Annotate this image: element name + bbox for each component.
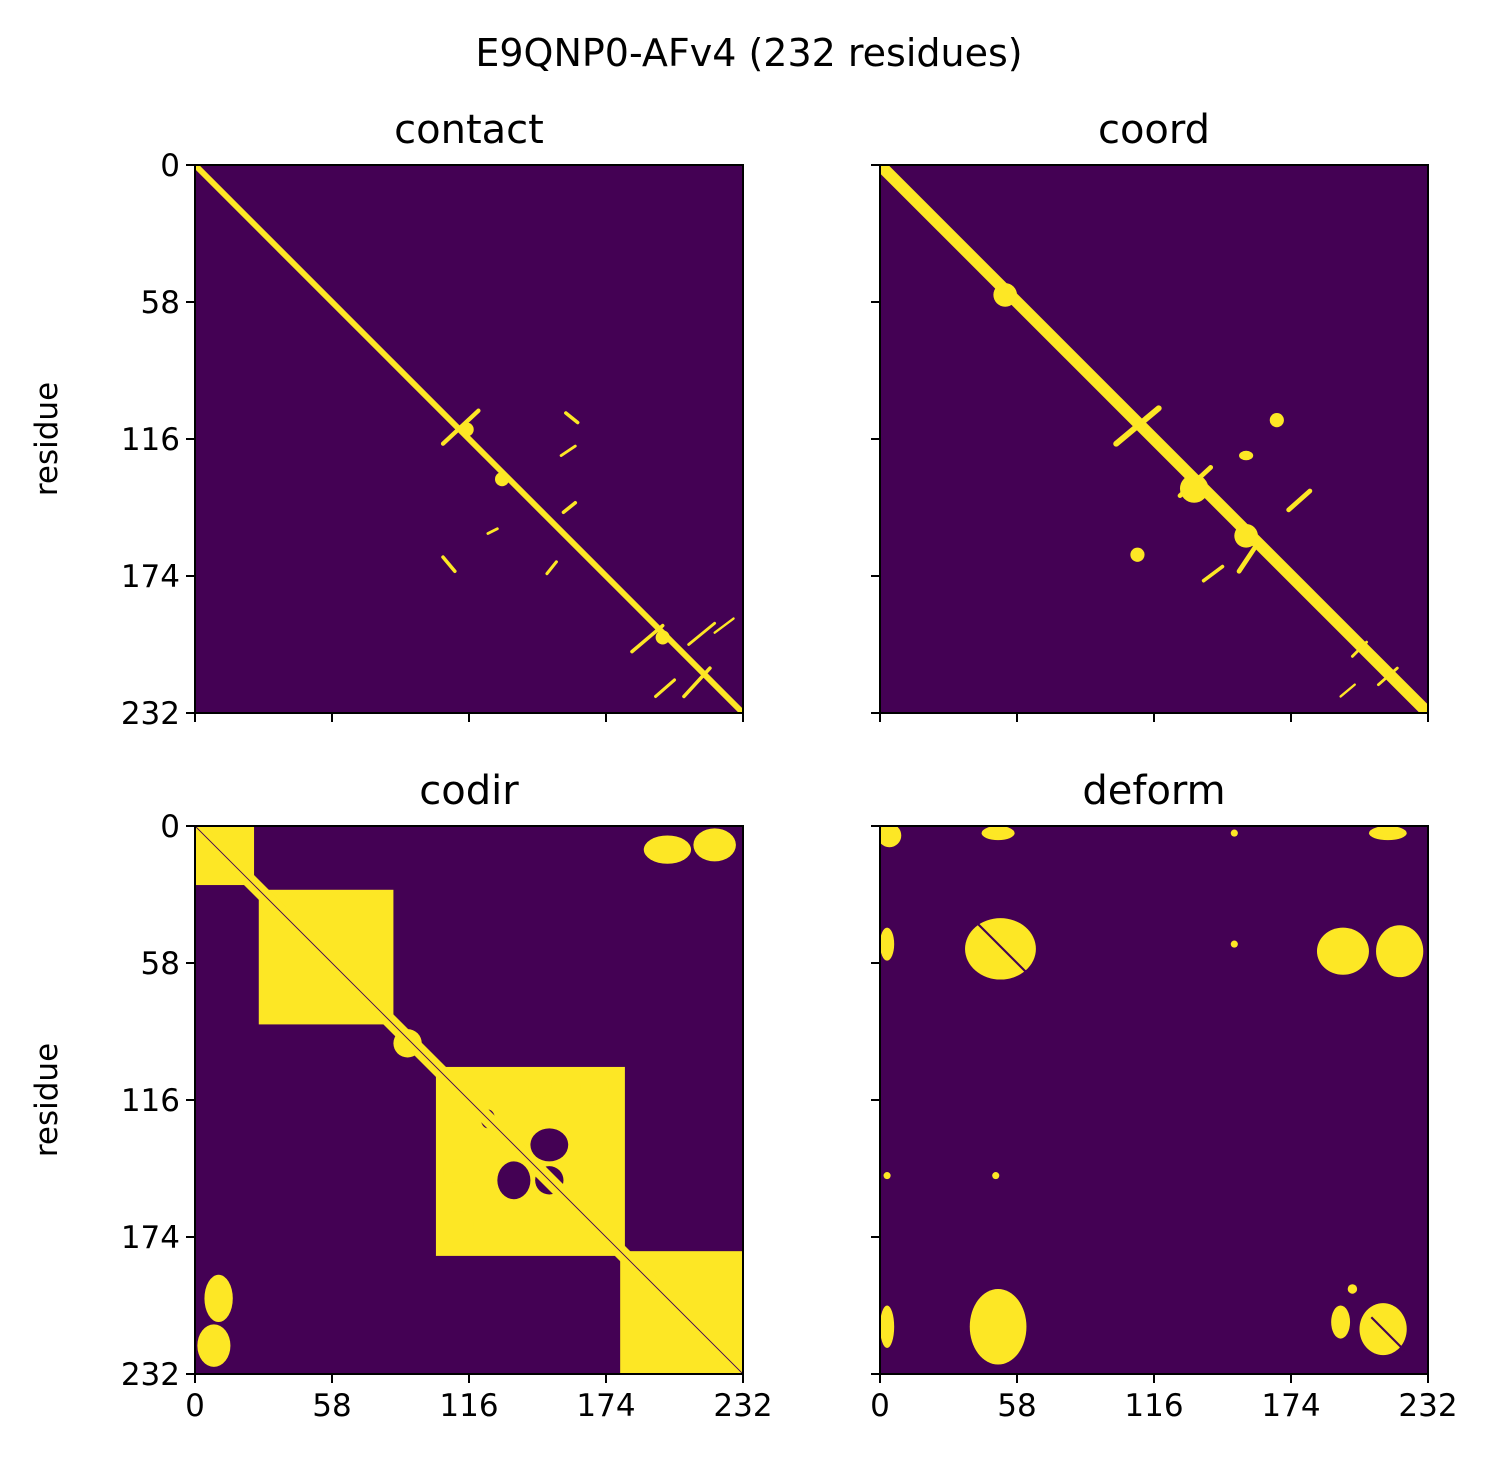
diagonal-band-1 [1370,1316,1406,1352]
contact-region-13 [883,1172,891,1180]
contact-region-4 [1269,413,1284,428]
y-tick-label: 232 [121,696,180,732]
contact-region-0 [528,1074,552,1098]
heatmap-hole-0 [497,1161,531,1200]
contact-band-4 [564,411,580,425]
y-tick-label: 0 [160,148,180,184]
panels: contact residue 0 58 116 174 232 coord codir resi… [29,107,1458,1424]
self-diagonal [195,826,743,1374]
panel-contact: contact residue 0 58 116 174 232 [29,107,744,732]
contact-band-9 [559,444,577,457]
contact-region-5 [693,828,736,862]
panel-title: coord [1098,107,1210,153]
contact-band-4 [1201,564,1225,583]
contact-region-1 [580,1071,609,1105]
heatmap-deform [880,826,1428,1374]
contact-region-5 [1331,1305,1351,1339]
contact-band-7 [1339,683,1356,698]
panel-title: contact [394,107,544,153]
diagonal-band-0 [973,919,1035,981]
contact-region-6 [880,826,902,848]
heatmap-background [880,826,1428,1374]
x-tick-label: 116 [439,1388,498,1424]
contact-region-8 [1368,826,1407,841]
x-tick-label: 58 [312,1388,351,1424]
x-tick-label: 58 [997,1388,1036,1424]
y-tick-label: 58 [141,285,180,321]
panel-title: deform [1082,768,1225,814]
contact-region-7 [197,1324,231,1367]
contact-region-2 [1376,925,1424,978]
panel-deform: deform 0 58 116 174 232 [870,768,1457,1424]
contact-region-10 [880,1305,895,1349]
contact-band-2 [1286,488,1313,513]
contact-region-3 [440,1211,474,1240]
y-tick-label: 232 [121,1357,180,1393]
contact-region-5 [1239,450,1254,461]
x-tick-label: 174 [576,1388,635,1424]
contact-region-15 [1347,1284,1358,1294]
heatmap-hole-1 [530,1128,569,1162]
contact-region-7 [981,826,1015,841]
heatmap-coord [880,165,1428,713]
contact-region-3 [969,1288,1027,1365]
contact-region-3 [1130,547,1145,562]
contact-band-8 [486,527,499,535]
y-axis-label: residue [29,382,65,496]
y-tick-label: 116 [121,422,180,458]
figure-suptitle: E9QNP0-AFv4 (232 residues) [475,31,1022,75]
contact-region-2 [443,1159,467,1183]
x-tick-label: 232 [1398,1388,1457,1424]
contact-region-12 [992,1172,1000,1180]
heatmap-codir [195,826,743,1374]
contact-region-6 [204,1274,233,1323]
contact-region-9 [880,927,895,961]
y-tick-label: 116 [121,1083,180,1119]
diagonal-band-0 [195,165,743,713]
x-tick-label: 116 [1124,1388,1183,1424]
contact-band-5 [561,501,578,514]
contact-band-7 [441,555,457,574]
y-tick-label: 174 [121,1220,180,1256]
contact-region-1 [1316,927,1369,975]
contact-band-11 [713,617,735,634]
x-tick-label: 0 [185,1388,205,1424]
x-tick-label: 0 [870,1388,890,1424]
panel-title: codir [419,768,519,814]
y-tick-label: 0 [160,809,180,845]
contact-band-10 [654,678,677,699]
contact-region-4 [643,835,692,864]
heatmap-contact [195,165,743,713]
diagonal-band-0 [880,165,1428,713]
panel-coord: coord [871,107,1429,722]
y-axis-label: residue [29,1043,65,1157]
contact-band-3 [687,621,717,646]
contact-region-14 [1230,829,1238,837]
x-tick-label: 174 [1261,1388,1320,1424]
panel-codir: codir residue 0 0 58 58 116 116 174 174 232 232 [29,768,773,1424]
x-tick-label: 232 [713,1388,772,1424]
y-tick-label: 174 [121,559,180,595]
contact-band-6 [545,560,558,576]
y-tick-label: 58 [141,946,180,982]
contact-region-11 [1230,940,1238,948]
